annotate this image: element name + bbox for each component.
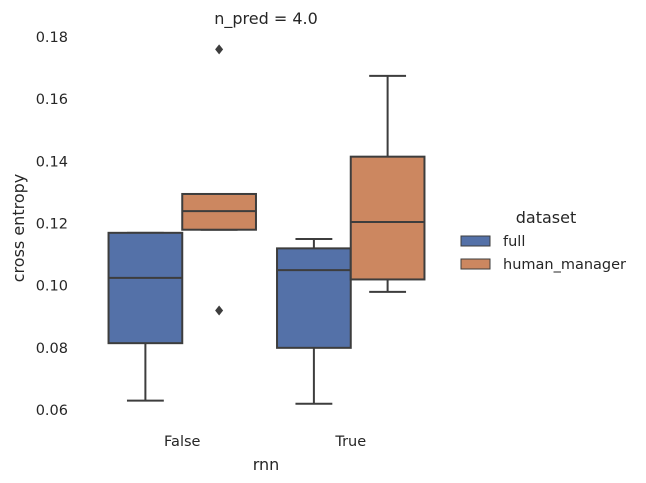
- legend-swatch: [460, 258, 491, 270]
- x-axis-ticks: False True: [164, 434, 366, 450]
- y-axis-ticks: 0.06 0.08 0.10 0.12 0.14 0.16 0.18: [36, 30, 68, 419]
- box-full-False: [107, 231, 184, 402]
- y-tick-label: 0.14: [36, 154, 68, 170]
- y-tick-label: 0.10: [36, 279, 68, 295]
- box-full-True: [276, 238, 352, 405]
- chart-title: n_pred = 4.0: [214, 9, 318, 29]
- box-groups: [107, 44, 426, 405]
- box-iqr: [349, 155, 426, 281]
- y-tick-label: 0.06: [36, 403, 68, 419]
- y-tick-label: 0.08: [36, 341, 68, 357]
- box-iqr: [107, 231, 184, 345]
- y-axis-title: cross entropy: [9, 174, 28, 282]
- legend-item-full: full: [460, 234, 525, 250]
- x-axis-title: rnn: [253, 455, 280, 474]
- legend-label: full: [503, 234, 525, 250]
- y-tick-label: 0.12: [36, 217, 68, 233]
- x-tick-label: True: [334, 434, 366, 450]
- legend-items: full human_manager: [460, 234, 626, 273]
- y-tick-label: 0.16: [36, 92, 68, 108]
- outlier-point: [215, 305, 224, 316]
- box-iqr: [276, 247, 352, 349]
- legend-label: human_manager: [503, 257, 626, 273]
- x-tick-label: False: [164, 434, 200, 450]
- legend-item-human_manager: human_manager: [460, 257, 626, 273]
- box-human_manager-False: [181, 44, 257, 316]
- outlier-point: [215, 44, 224, 55]
- y-tick-label: 0.18: [36, 30, 68, 46]
- legend-title: dataset: [516, 208, 577, 227]
- legend-swatch: [460, 235, 491, 247]
- legend: dataset full human_manager: [460, 208, 626, 273]
- box-human_manager-True: [349, 74, 426, 293]
